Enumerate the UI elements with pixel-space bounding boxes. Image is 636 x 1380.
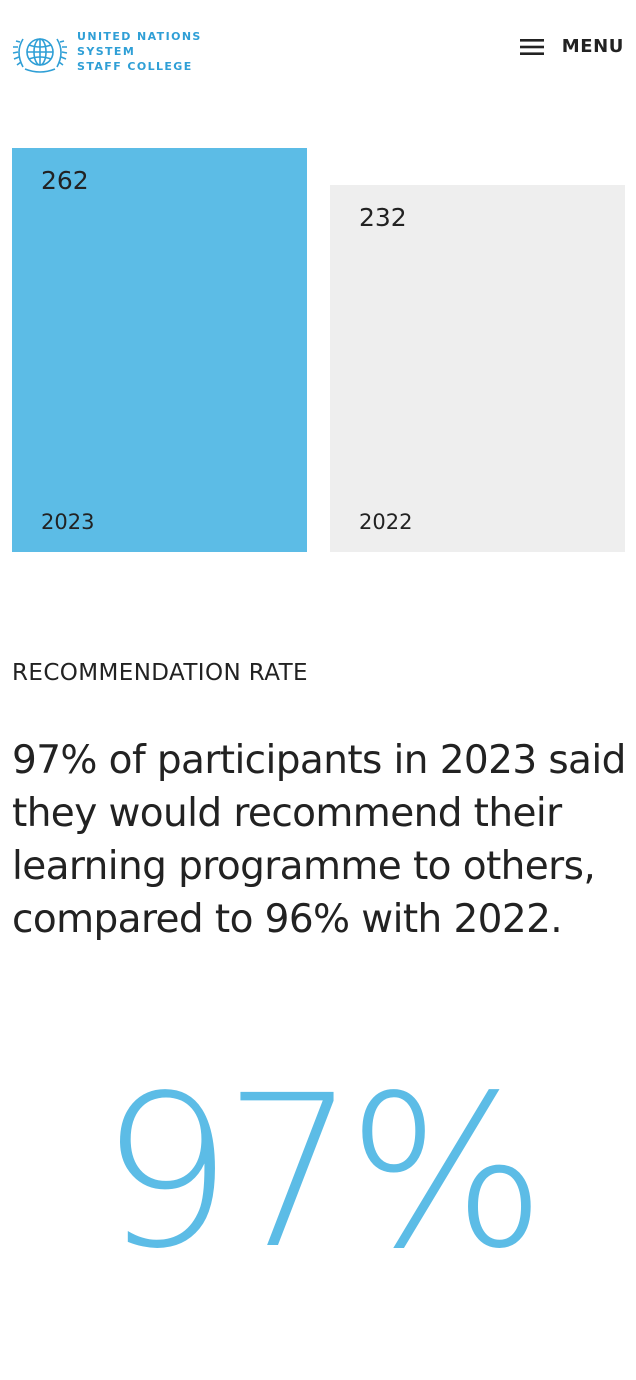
logo-line-1: UNITED NATIONS [77,30,202,43]
unssc-logo-link[interactable]: UNITED NATIONS SYSTEM STAFF COLLEGE [11,29,202,74]
bar-year: 2022 [359,510,413,534]
bar-value: 232 [359,203,407,232]
section-eyebrow: RECOMMENDATION RATE [12,660,308,686]
year-comparison-bars: 262 2023 232 2022 [12,148,625,552]
logo-line-3: STAFF COLLEGE [77,60,193,73]
bar-value: 262 [41,166,89,195]
menu-button[interactable]: MENU [519,36,624,57]
bar-2022: 232 2022 [330,185,625,552]
bar-2023: 262 2023 [12,148,307,552]
big-stat-value: 97% [99,1050,547,1295]
logo-line-2: SYSTEM [77,45,136,58]
recommendation-statement: 97% of participants in 2023 said they wo… [12,738,626,942]
bar-year: 2023 [41,510,95,534]
menu-label: MENU [561,36,624,57]
hamburger-icon [519,38,544,55]
site-header: UNITED NATIONS SYSTEM STAFF COLLEGE MENU [0,0,636,100]
un-emblem-icon [12,37,68,73]
logo-wordmark: UNITED NATIONS SYSTEM STAFF COLLEGE [77,29,202,74]
